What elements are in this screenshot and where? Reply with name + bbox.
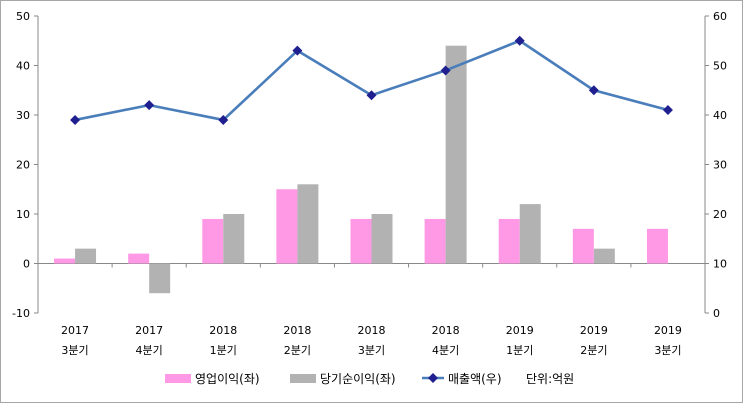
y-right-tick-label: 30 [713, 159, 727, 172]
bar-net-income [297, 184, 319, 264]
y-left-tick-label: -10 [12, 307, 30, 320]
y-right-tick-label: 60 [713, 10, 727, 23]
bar-net-income [223, 214, 245, 264]
x-tick-label-quarter: 2분기 [580, 344, 607, 357]
x-tick-label-year: 2017 [61, 324, 89, 337]
line-marker-revenue [292, 45, 303, 56]
x-tick-label-quarter: 4분기 [432, 344, 459, 357]
y-left-tick-label: 30 [16, 109, 30, 122]
y-left-tick-label: 0 [23, 258, 30, 271]
bar-net-income [593, 248, 615, 264]
y-left-tick-label: 40 [16, 60, 30, 73]
bar-net-income [149, 263, 171, 294]
legend-label-net-income: 당기순이익(좌) [320, 372, 396, 386]
bar-net-income [371, 214, 393, 264]
bar-operating-profit [128, 253, 150, 264]
x-tick-label-quarter: 4분기 [136, 344, 163, 357]
bar-operating-profit [572, 228, 594, 264]
x-tick-label-quarter: 3분기 [654, 344, 681, 357]
x-tick-label-year: 2019 [506, 324, 534, 337]
x-tick-label-quarter: 1분기 [506, 344, 533, 357]
legend-swatch-operating-profit [165, 374, 191, 383]
bar-net-income [445, 45, 467, 264]
y-right-tick-label: 10 [713, 258, 727, 271]
line-marker-revenue [70, 114, 81, 125]
line-marker-revenue [588, 85, 599, 96]
line-marker-revenue [366, 90, 377, 101]
line-marker-revenue [662, 105, 673, 116]
x-tick-label-year: 2019 [654, 324, 682, 337]
bar-net-income [519, 204, 541, 264]
line-marker-revenue [440, 65, 451, 76]
x-tick-label-year: 2018 [358, 324, 386, 337]
y-right-tick-label: 40 [713, 109, 727, 122]
y-right-tick-label: 50 [713, 60, 727, 73]
bar-operating-profit [276, 189, 298, 264]
legend-label-operating-profit: 영업이익(좌) [195, 372, 260, 386]
line-marker-revenue [218, 114, 229, 125]
unit-note: 단위:억원 [526, 372, 574, 386]
y-left-tick-label: 10 [16, 208, 30, 221]
legend-swatch-net-income [290, 374, 316, 383]
bar-net-income [75, 248, 97, 264]
x-tick-label-quarter: 3분기 [358, 344, 385, 357]
y-right-tick-label: 0 [713, 307, 720, 320]
x-tick-label-year: 2018 [432, 324, 460, 337]
y-left-tick-label: 50 [16, 10, 30, 23]
bar-operating-profit [424, 218, 446, 264]
x-tick-label-quarter: 2분기 [284, 344, 311, 357]
bar-operating-profit [498, 218, 520, 264]
y-right-tick-label: 20 [713, 208, 727, 221]
legend-label-revenue: 매출액(우) [448, 372, 502, 386]
bar-operating-profit [350, 218, 372, 264]
line-revenue [74, 39, 669, 122]
bar-operating-profit [202, 218, 224, 264]
y-left-tick-label: 20 [16, 159, 30, 172]
x-tick-label-quarter: 3분기 [61, 344, 88, 357]
bar-operating-profit [54, 258, 76, 264]
x-tick-label-year: 2018 [283, 324, 311, 337]
line-marker-revenue [144, 100, 155, 111]
legend-marker-revenue [428, 373, 438, 383]
line-marker-revenue [514, 35, 525, 46]
x-tick-label-year: 2017 [135, 324, 163, 337]
bar-operating-profit [646, 228, 668, 264]
x-tick-label-quarter: 1분기 [210, 344, 237, 357]
x-tick-label-year: 2018 [209, 324, 237, 337]
x-tick-label-year: 2019 [580, 324, 608, 337]
